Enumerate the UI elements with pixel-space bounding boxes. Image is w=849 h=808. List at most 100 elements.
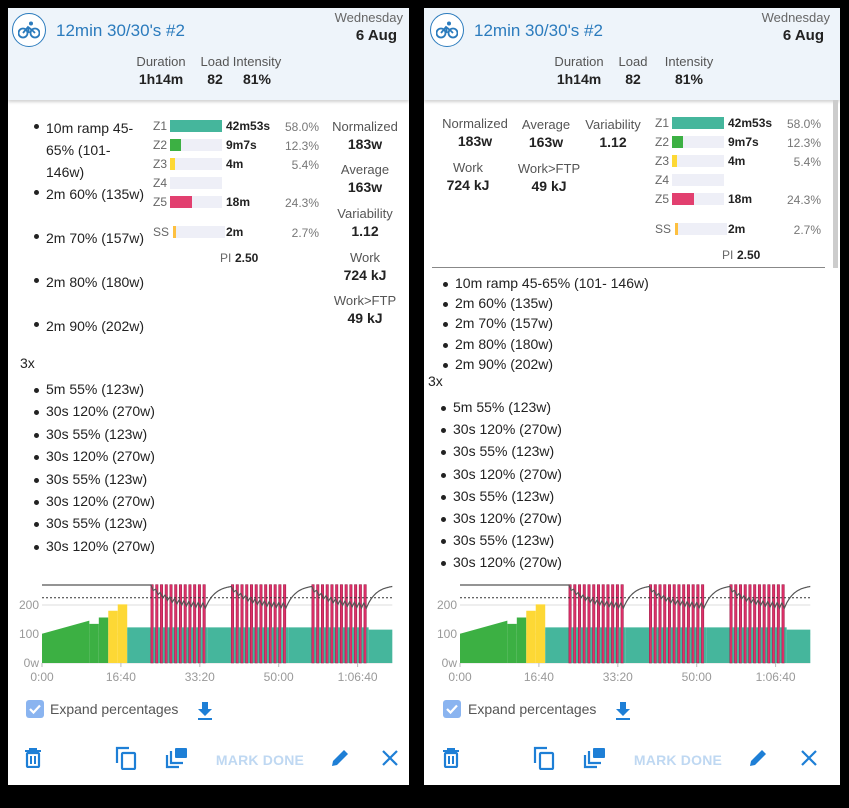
workout-date: 6 Aug xyxy=(355,27,397,44)
y-tick-label: 200 xyxy=(19,598,39,612)
warmup-step: 2m 60% (135w) xyxy=(34,183,151,205)
download-icon[interactable] xyxy=(195,700,215,722)
power-segment xyxy=(460,620,508,663)
delete-button[interactable] xyxy=(19,746,47,774)
power-segment xyxy=(195,627,199,663)
zone-time: 18m xyxy=(226,195,251,209)
zone-bar-fill xyxy=(672,193,694,205)
stat-label: Variability xyxy=(337,206,393,221)
power-segment xyxy=(240,584,244,664)
stat-label: Variability xyxy=(585,117,641,132)
set-step: 30s 55% (123w) xyxy=(440,532,555,549)
copy-button[interactable] xyxy=(530,746,558,774)
power-segment xyxy=(318,627,322,663)
power-segment xyxy=(582,584,586,664)
power-segment xyxy=(675,627,678,663)
power-segment xyxy=(368,629,393,663)
workout-title[interactable]: 12min 30/30's #2 xyxy=(474,21,603,40)
power-segment xyxy=(238,627,241,663)
zone-bar-fill xyxy=(675,223,678,235)
workout-title[interactable]: 12min 30/30's #2 xyxy=(56,21,185,40)
power-segment xyxy=(352,627,355,663)
set-step: 30s 120% (270w) xyxy=(34,403,155,420)
set-step: 5m 55% (123w) xyxy=(440,399,552,415)
power-segment xyxy=(323,627,327,663)
zone-bar-track xyxy=(170,139,222,151)
duration-label: Duration xyxy=(136,54,186,69)
expand-percentages-label[interactable]: Expand percentages xyxy=(468,701,597,717)
workout-panel-compact-layout: 12min 30/30's #2 Wednesday 6 Aug Duratio… xyxy=(424,8,840,785)
power-segment xyxy=(580,627,584,663)
duplicate-button[interactable] xyxy=(581,746,609,774)
scrollbar[interactable] xyxy=(833,100,838,268)
zone-label: Z4 xyxy=(153,176,168,190)
zone-time: 9m7s xyxy=(226,138,257,152)
zone-bar-fill xyxy=(170,196,192,208)
load-value: 82 xyxy=(207,71,223,87)
mark-done-button[interactable]: MARK DONE xyxy=(215,752,305,768)
stat-value: 163w xyxy=(528,134,564,150)
power-segment xyxy=(271,627,274,663)
power-segment xyxy=(691,584,695,664)
stat-value: 183w xyxy=(347,136,383,152)
stat-label: Normalized xyxy=(442,116,508,131)
power-segment xyxy=(264,584,268,664)
zone-bar-track xyxy=(675,223,727,235)
edit-button[interactable] xyxy=(744,746,772,774)
edit-button[interactable] xyxy=(326,746,354,774)
zone-label: Z3 xyxy=(655,154,670,168)
power-segment xyxy=(259,584,263,664)
power-segment xyxy=(193,584,197,664)
close-button[interactable] xyxy=(795,746,823,774)
power-segment xyxy=(611,584,615,664)
power-segment xyxy=(682,584,686,664)
power-segment xyxy=(160,584,164,664)
power-segment xyxy=(344,584,348,664)
power-segment xyxy=(339,584,343,664)
warmup-step: 10m ramp 45-65% (101- 146w) xyxy=(34,117,151,183)
duplicate-button[interactable] xyxy=(163,746,191,774)
power-segment xyxy=(186,627,189,663)
zone-percent: 2.7% xyxy=(793,223,821,237)
stat-label: Work xyxy=(452,160,484,175)
stat-value: 1.12 xyxy=(599,134,627,150)
mark-done-button[interactable]: MARK DONE xyxy=(633,752,723,768)
y-tick-label: 0w xyxy=(24,656,40,670)
zone-bar-track xyxy=(672,136,724,148)
power-segment xyxy=(191,627,194,663)
warmup-step: 2m 60% (135w) xyxy=(442,295,554,312)
power-segment xyxy=(231,584,235,664)
stat-value: 163w xyxy=(347,179,383,195)
power-segment xyxy=(625,627,650,663)
power-segment xyxy=(311,584,315,664)
download-icon[interactable] xyxy=(613,700,633,722)
set-step: 30s 55% (123w) xyxy=(33,470,148,487)
power-segment xyxy=(656,627,659,663)
close-button[interactable] xyxy=(376,746,404,774)
repeat-label: 3x xyxy=(428,373,443,389)
copy-icon xyxy=(115,746,137,775)
set-step: 5m 55% (123w) xyxy=(33,381,145,397)
expand-percentages-checkbox[interactable] xyxy=(443,700,461,718)
load-value: 82 xyxy=(625,71,641,87)
power-segment xyxy=(620,584,624,664)
power-segment xyxy=(328,627,331,663)
power-segment xyxy=(356,627,360,663)
y-tick-label: 0w xyxy=(442,656,458,670)
power-segment xyxy=(249,584,253,664)
zone-bar-track xyxy=(170,177,222,189)
expand-percentages-checkbox[interactable] xyxy=(26,700,44,718)
power-segment xyxy=(333,627,336,663)
workout-header: 12min 30/30's #2 Wednesday 6 Aug Duratio… xyxy=(8,8,409,100)
copy-button[interactable] xyxy=(112,746,140,774)
power-segment xyxy=(316,584,320,664)
delete-button[interactable] xyxy=(437,746,465,774)
power-segment xyxy=(254,584,258,664)
expand-percentages-label[interactable]: Expand percentages xyxy=(50,701,179,717)
stat-value: 1.12 xyxy=(351,223,379,239)
power-segment xyxy=(545,627,569,663)
power-segment xyxy=(157,627,161,663)
intensity-label: Intensity xyxy=(232,54,282,69)
cycling-icon xyxy=(12,13,46,47)
zone-label: Z2 xyxy=(153,138,168,152)
